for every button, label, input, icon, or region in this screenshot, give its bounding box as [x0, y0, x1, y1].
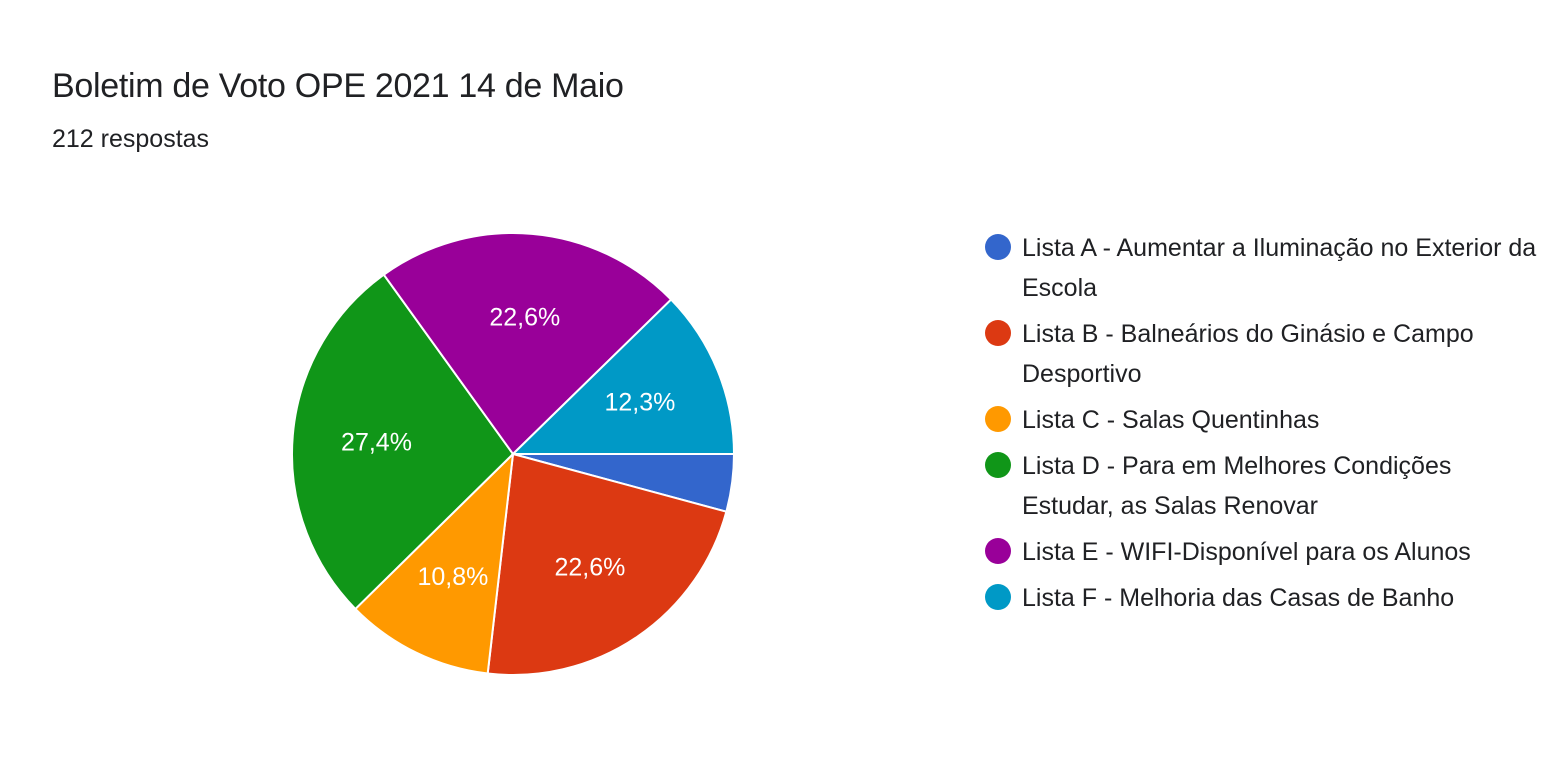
legend-swatch-c [985, 406, 1011, 432]
chart-title: Boletim de Voto OPE 2021 14 de Maio [52, 67, 624, 105]
legend-item-e[interactable]: Lista E - WIFI-Disponível para os Alunos [985, 532, 1545, 572]
slice-label-b: 22,6% [554, 553, 625, 581]
pie-slice-e[interactable] [382, 232, 673, 456]
legend-label-b: Lista B - Balneários do Ginásio e Campo … [1022, 320, 1474, 388]
legend-item-b[interactable]: Lista B - Balneários do Ginásio e Campo … [985, 314, 1545, 394]
legend-label-a: Lista A - Aumentar a Iluminação no Exter… [1022, 234, 1537, 302]
legend-label-f: Lista F - Melhoria das Casas de Banho [1022, 584, 1455, 612]
response-count: 212 respostas [52, 125, 210, 153]
pie-slice-f[interactable] [510, 298, 736, 455]
pie-slice-d[interactable] [291, 273, 515, 611]
legend-swatch-d [985, 452, 1011, 478]
slice-label-f: 12,3% [604, 388, 675, 416]
legend-label-e: Lista E - WIFI-Disponível para os Alunos [1022, 538, 1471, 566]
pie-slice-b[interactable] [486, 452, 728, 676]
legend-label-d: Lista D - Para em Melhores Condições Est… [1022, 452, 1452, 520]
legend-swatch-e [985, 538, 1011, 564]
slice-label-e: 22,6% [489, 304, 560, 332]
legend-item-c[interactable]: Lista C - Salas Quentinhas [985, 400, 1545, 440]
slice-label-c: 10,8% [417, 563, 488, 591]
legend-label-c: Lista C - Salas Quentinhas [1022, 406, 1320, 434]
legend-item-f[interactable]: Lista F - Melhoria das Casas de Banho [985, 578, 1545, 618]
pie-slice-c[interactable] [353, 451, 515, 675]
chart-legend: Lista A - Aumentar a Iluminação no Exter… [985, 228, 1545, 624]
legend-item-d[interactable]: Lista D - Para em Melhores Condições Est… [985, 446, 1545, 526]
slice-label-d: 27,4% [341, 428, 412, 456]
legend-item-a[interactable]: Lista A - Aumentar a Iluminação no Exter… [985, 228, 1545, 308]
legend-swatch-f [985, 584, 1011, 610]
legend-swatch-a [985, 234, 1011, 260]
legend-swatch-b [985, 320, 1011, 346]
